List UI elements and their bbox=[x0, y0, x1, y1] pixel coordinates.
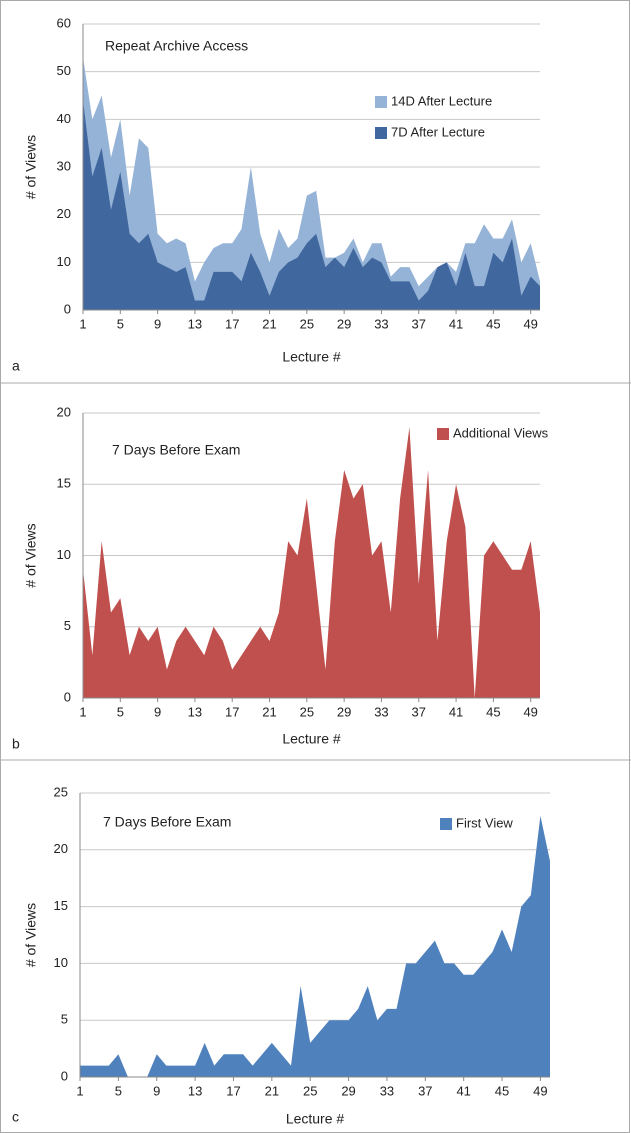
x-tick-label: 17 bbox=[226, 1083, 240, 1098]
x-tick-label: 33 bbox=[380, 1083, 394, 1098]
area bbox=[83, 427, 540, 698]
x-tick-label: 25 bbox=[300, 316, 314, 331]
panel-label: a bbox=[12, 358, 20, 374]
legend-label: First View bbox=[456, 815, 513, 830]
x-tick-label: 49 bbox=[523, 704, 537, 719]
legend-label: 7D After Lecture bbox=[391, 124, 485, 139]
y-axis-label: # of Views bbox=[23, 135, 39, 199]
panel-label: b bbox=[12, 736, 20, 752]
x-tick-label: 9 bbox=[153, 1083, 160, 1098]
y-tick-label: 15 bbox=[54, 898, 68, 913]
legend-swatch bbox=[437, 428, 449, 440]
y-axis-label: # of Views bbox=[23, 903, 39, 967]
x-tick-label: 21 bbox=[262, 704, 276, 719]
x-tick-label: 17 bbox=[225, 704, 239, 719]
y-tick-label: 40 bbox=[57, 111, 71, 126]
y-tick-label: 5 bbox=[64, 618, 71, 633]
x-tick-label: 13 bbox=[188, 704, 202, 719]
area bbox=[80, 815, 550, 1077]
x-axis-label: Lecture # bbox=[286, 1111, 345, 1127]
y-tick-label: 10 bbox=[57, 547, 71, 562]
legend-swatch bbox=[375, 96, 387, 108]
area bbox=[83, 100, 540, 311]
x-tick-label: 1 bbox=[79, 316, 86, 331]
x-axis-label: Lecture # bbox=[282, 731, 341, 747]
y-tick-label: 60 bbox=[57, 15, 71, 30]
chart-title: Repeat Archive Access bbox=[105, 38, 248, 54]
y-tick-label: 0 bbox=[64, 689, 71, 704]
legend-swatch bbox=[440, 818, 452, 830]
y-tick-label: 25 bbox=[54, 784, 68, 799]
x-tick-label: 41 bbox=[449, 316, 463, 331]
y-tick-label: 15 bbox=[57, 476, 71, 491]
x-tick-label: 1 bbox=[76, 1083, 83, 1098]
x-axis-label: Lecture # bbox=[282, 349, 341, 365]
x-tick-label: 37 bbox=[412, 316, 426, 331]
x-tick-label: 33 bbox=[374, 316, 388, 331]
x-tick-label: 37 bbox=[418, 1083, 432, 1098]
y-tick-label: 0 bbox=[64, 301, 71, 316]
x-tick-label: 5 bbox=[117, 316, 124, 331]
x-tick-label: 45 bbox=[486, 704, 500, 719]
panel-label: c bbox=[12, 1109, 19, 1125]
x-tick-label: 25 bbox=[300, 704, 314, 719]
x-tick-label: 21 bbox=[262, 316, 276, 331]
x-tick-label: 41 bbox=[456, 1083, 470, 1098]
x-tick-label: 33 bbox=[374, 704, 388, 719]
x-tick-label: 37 bbox=[412, 704, 426, 719]
x-tick-label: 25 bbox=[303, 1083, 317, 1098]
x-tick-label: 5 bbox=[115, 1083, 122, 1098]
y-axis-label: # of Views bbox=[23, 523, 39, 587]
y-tick-label: 20 bbox=[54, 841, 68, 856]
y-tick-label: 20 bbox=[57, 206, 71, 221]
x-tick-label: 5 bbox=[117, 704, 124, 719]
legend-label: Additional Views bbox=[453, 425, 549, 440]
y-tick-label: 50 bbox=[57, 63, 71, 78]
x-tick-label: 13 bbox=[188, 316, 202, 331]
x-tick-label: 41 bbox=[449, 704, 463, 719]
x-tick-label: 49 bbox=[533, 1083, 547, 1098]
x-tick-label: 29 bbox=[337, 316, 351, 331]
x-tick-label: 45 bbox=[486, 316, 500, 331]
x-tick-label: 29 bbox=[341, 1083, 355, 1098]
y-tick-label: 20 bbox=[57, 404, 71, 419]
x-tick-label: 21 bbox=[265, 1083, 279, 1098]
x-tick-label: 29 bbox=[337, 704, 351, 719]
x-tick-label: 13 bbox=[188, 1083, 202, 1098]
x-tick-label: 17 bbox=[225, 316, 239, 331]
x-tick-label: 9 bbox=[154, 704, 161, 719]
y-tick-label: 10 bbox=[57, 254, 71, 269]
y-tick-label: 5 bbox=[61, 1012, 68, 1027]
y-tick-label: 0 bbox=[61, 1068, 68, 1083]
x-tick-label: 49 bbox=[523, 316, 537, 331]
y-tick-label: 30 bbox=[57, 158, 71, 173]
y-tick-label: 10 bbox=[54, 955, 68, 970]
chart-title: 7 Days Before Exam bbox=[103, 814, 231, 830]
legend-swatch bbox=[375, 127, 387, 139]
chart-title: 7 Days Before Exam bbox=[112, 442, 240, 458]
x-tick-label: 9 bbox=[154, 316, 161, 331]
legend-label: 14D After Lecture bbox=[391, 93, 492, 108]
x-tick-label: 45 bbox=[495, 1083, 509, 1098]
x-tick-label: 1 bbox=[79, 704, 86, 719]
